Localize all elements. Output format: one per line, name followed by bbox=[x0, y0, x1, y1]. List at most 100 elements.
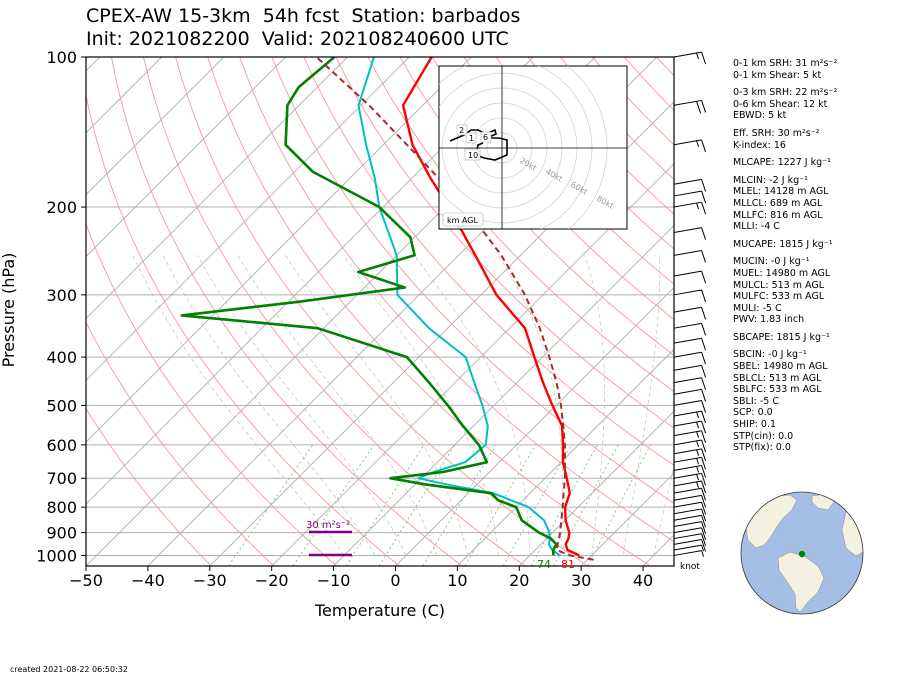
surface-temperature-label: 81 bbox=[561, 558, 575, 571]
barb-flag bbox=[701, 227, 707, 240]
barb-half-flag bbox=[701, 544, 705, 552]
barb-half-flag bbox=[696, 481, 700, 489]
isotherm bbox=[209, 101, 674, 566]
y-tick-label: 200 bbox=[46, 198, 77, 217]
barb-staff bbox=[673, 487, 702, 494]
srh-label: 30 m²s⁻² bbox=[306, 520, 350, 531]
barb-staff bbox=[673, 190, 702, 197]
barb-staff bbox=[673, 364, 702, 371]
index-line: Eff. SRH: 30 m²s⁻² bbox=[733, 127, 820, 139]
index-line: MUCAPE: 1815 J kg⁻¹ bbox=[733, 238, 833, 250]
wind-barb bbox=[673, 337, 707, 351]
barb-staff bbox=[673, 550, 702, 556]
x-tick-label: 0 bbox=[390, 571, 400, 590]
barb-staff bbox=[673, 249, 702, 256]
mixing-ratio-line bbox=[228, 444, 314, 566]
hodograph-height-label: 6 bbox=[483, 133, 488, 142]
index-line: MULI: -5 C bbox=[733, 302, 782, 314]
index-line: MLCAPE: 1227 J kg⁻¹ bbox=[733, 157, 831, 169]
isotherm bbox=[580, 472, 674, 566]
dewpoint-profile bbox=[180, 57, 558, 556]
y-tick-label: 800 bbox=[46, 498, 77, 517]
wind-barb bbox=[673, 550, 705, 557]
moist-adiabat bbox=[622, 255, 661, 556]
barb-half-flag bbox=[696, 474, 700, 481]
index-line: 0-1 km SRH: 31 m²s⁻² bbox=[733, 58, 838, 69]
isotherm bbox=[86, 57, 472, 443]
barb-flag bbox=[701, 488, 707, 501]
dry-adiabat bbox=[431, 57, 674, 321]
index-line: SBCAPE: 1815 J kg⁻¹ bbox=[733, 331, 830, 343]
barb-flag bbox=[701, 179, 707, 192]
wind-barb bbox=[673, 487, 707, 501]
barb-staff bbox=[673, 388, 702, 395]
barb-staff bbox=[673, 533, 702, 540]
index-line: SCP: 0.0 bbox=[733, 407, 773, 419]
hodograph-height-label: 1 bbox=[469, 134, 474, 143]
dry-adiabat bbox=[86, 222, 338, 566]
isotherm bbox=[518, 410, 674, 566]
index-line: MUCIN: -0 J kg⁻¹ bbox=[733, 256, 810, 268]
y-tick-label: 700 bbox=[46, 469, 77, 488]
wind-barb bbox=[673, 465, 707, 478]
dry-adiabat bbox=[207, 57, 651, 566]
barb-flag bbox=[701, 410, 707, 424]
chart-title-line1: CPEX-AW 15-3km 54h fcst Station: barbado… bbox=[86, 5, 521, 27]
index-line: MLEL: 14128 m AGL bbox=[733, 186, 829, 198]
x-tick-label: 20 bbox=[509, 571, 529, 590]
dry-adiabat bbox=[399, 57, 674, 356]
isotherm bbox=[86, 57, 163, 134]
wind-barb bbox=[673, 430, 707, 443]
barb-flag bbox=[701, 465, 707, 478]
dry-adiabat bbox=[463, 57, 674, 285]
x-axis-label: Temperature (C) bbox=[314, 601, 445, 620]
dry-adiabat bbox=[86, 92, 400, 566]
barb-flag bbox=[701, 539, 707, 552]
location-globe bbox=[740, 491, 864, 615]
barb-staff bbox=[673, 227, 702, 234]
index-line: MLLI: -4 C bbox=[733, 221, 780, 233]
barb-flag bbox=[701, 508, 707, 522]
barb-staff bbox=[673, 508, 702, 515]
x-tick-label: −20 bbox=[255, 571, 289, 590]
dry-adiabat bbox=[143, 57, 526, 566]
index-line: SBLCL: 513 m AGL bbox=[733, 372, 822, 384]
wind-barb bbox=[673, 514, 707, 528]
barb-staff bbox=[673, 514, 702, 521]
barb-flag bbox=[701, 457, 707, 470]
barb-flag bbox=[701, 289, 707, 303]
wind-barb bbox=[673, 51, 707, 65]
x-tick-label: −50 bbox=[69, 571, 103, 590]
barb-flag bbox=[701, 202, 707, 215]
moist-adiabat bbox=[497, 255, 563, 556]
mixing-ratio-line bbox=[292, 444, 375, 566]
barb-flag bbox=[701, 338, 707, 351]
barb-half-flag bbox=[696, 140, 700, 147]
index-line: SBCIN: -0 J kg⁻¹ bbox=[733, 349, 807, 361]
dry-adiabat bbox=[303, 57, 674, 466]
moist-adiabat bbox=[162, 255, 376, 556]
barb-half-flag bbox=[696, 421, 700, 429]
index-line: STP(cin): 0.0 bbox=[733, 430, 794, 442]
barb-half-flag bbox=[696, 431, 700, 438]
wind-barb bbox=[673, 400, 707, 413]
wind-barb bbox=[673, 364, 707, 378]
surface-dewpoint-label: 74 bbox=[537, 558, 551, 571]
index-line: MLLCL: 689 m AGL bbox=[733, 197, 823, 209]
barb-flag bbox=[701, 473, 707, 486]
wind-barb bbox=[673, 533, 707, 546]
index-line: MLLFC: 816 m AGL bbox=[733, 209, 823, 221]
index-line: STP(fix): 0.0 bbox=[733, 442, 791, 454]
wind-barb bbox=[673, 306, 707, 320]
barb-flag bbox=[701, 270, 707, 284]
barb-staff bbox=[673, 322, 702, 329]
barb-flag bbox=[701, 495, 707, 508]
isotherm bbox=[86, 57, 224, 196]
barb-staff bbox=[673, 178, 702, 185]
barb-half-flag bbox=[701, 550, 705, 557]
barb-staff bbox=[673, 337, 702, 344]
isotherm bbox=[271, 162, 674, 566]
barb-flag bbox=[696, 101, 702, 114]
dry-adiabat bbox=[367, 57, 674, 393]
